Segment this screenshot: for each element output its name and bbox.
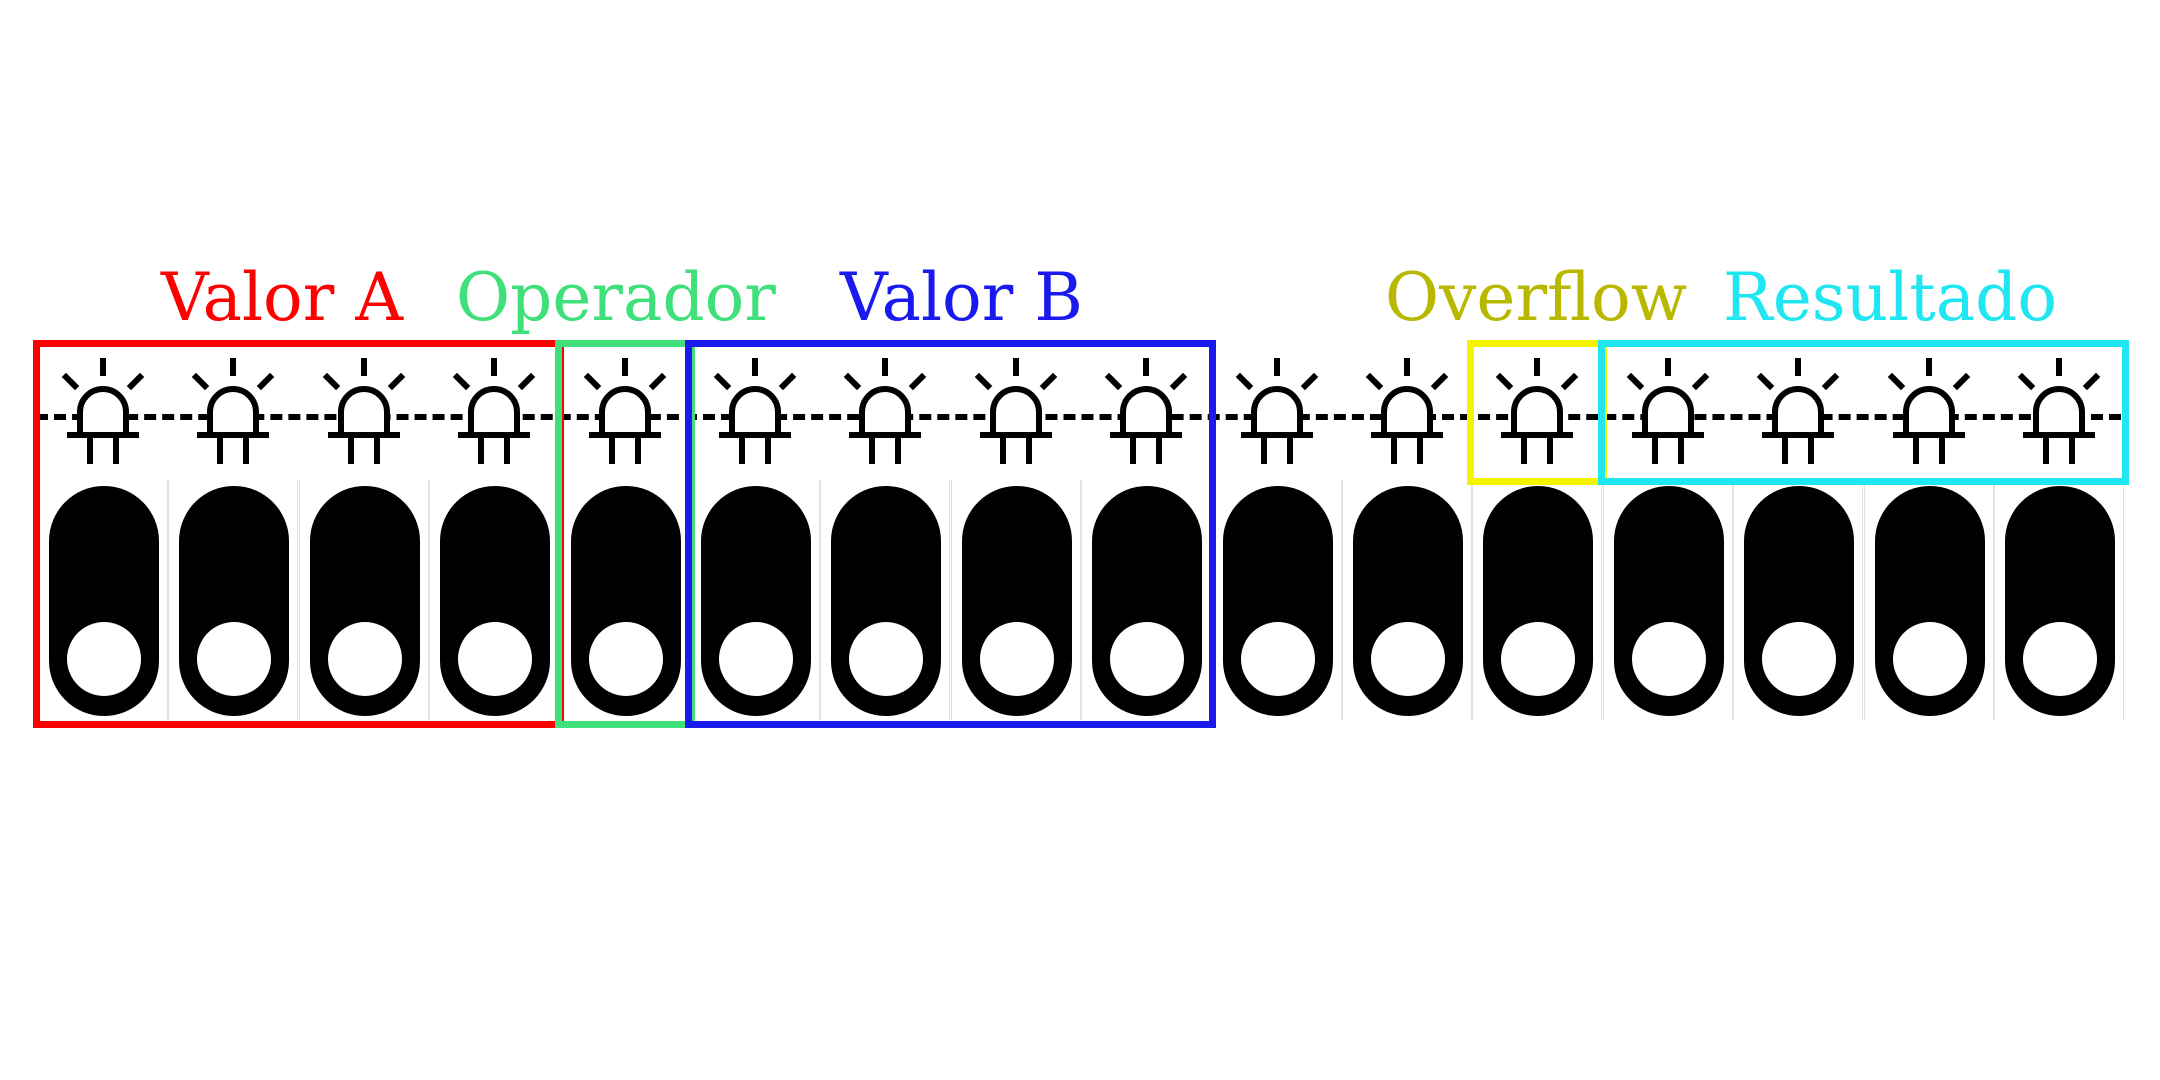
label-resultado: Resultado [1723, 259, 2058, 336]
switch-cell [820, 480, 950, 720]
toggle-switch[interactable] [1483, 486, 1593, 716]
group-box-valor-a [33, 340, 564, 728]
switch-cell [1342, 480, 1472, 720]
connection-dashed-line [36, 414, 2121, 420]
toggle-switch[interactable] [179, 486, 289, 716]
toggle-switch[interactable] [962, 486, 1072, 716]
toggle-switch[interactable] [1614, 486, 1724, 716]
switch-cell [429, 480, 559, 720]
group-box-overflow [1467, 340, 1607, 485]
led-icon [1342, 355, 1472, 485]
led-icon [1472, 355, 1602, 485]
toggle-switch[interactable] [49, 486, 159, 716]
led-icon [1994, 355, 2124, 485]
toggle-switch[interactable] [831, 486, 941, 716]
group-box-resultado [1598, 340, 2129, 485]
switch-cell [1733, 480, 1863, 720]
led-icon [38, 355, 168, 485]
led-icon [951, 355, 1081, 485]
switch-cell [1472, 480, 1602, 720]
switch-knob [1762, 622, 1836, 696]
switch-cell [299, 480, 429, 720]
toggle-switch[interactable] [1875, 486, 1985, 716]
switch-cell [168, 480, 298, 720]
switch-knob [1371, 622, 1445, 696]
toggle-switch[interactable] [1092, 486, 1202, 716]
led-icon [299, 355, 429, 485]
switch-knob [1893, 622, 1967, 696]
led-icon [1864, 355, 1994, 485]
led-icon [1212, 355, 1342, 485]
switch-cell [1864, 480, 1994, 720]
led-icon [560, 355, 690, 485]
switch-cell [1212, 480, 1342, 720]
switch-knob [719, 622, 793, 696]
switch-knob [1110, 622, 1184, 696]
switch-cell [1603, 480, 1733, 720]
switch-knob [458, 622, 532, 696]
led-icon [820, 355, 950, 485]
label-overflow: Overflow [1385, 259, 1688, 336]
led-icon [429, 355, 559, 485]
switch-knob [67, 622, 141, 696]
group-box-operador [555, 340, 695, 728]
toggle-switch[interactable] [1744, 486, 1854, 716]
switch-knob [1632, 622, 1706, 696]
led-icon [1081, 355, 1211, 485]
label-operador: Operador [456, 259, 776, 336]
switch-knob [1501, 622, 1575, 696]
led-icon [1603, 355, 1733, 485]
switch-cell [1994, 480, 2124, 720]
switch-cell [1081, 480, 1211, 720]
toggle-switch[interactable] [701, 486, 811, 716]
led-icon [168, 355, 298, 485]
label-valor-a: Valor A [161, 259, 403, 336]
toggle-switch[interactable] [310, 486, 420, 716]
led-icon [1733, 355, 1863, 485]
switch-cell [690, 480, 820, 720]
led-icon [690, 355, 820, 485]
switch-cell [951, 480, 1081, 720]
switch-knob [980, 622, 1054, 696]
toggle-switch[interactable] [1223, 486, 1333, 716]
toggle-switch[interactable] [440, 486, 550, 716]
switch-knob [849, 622, 923, 696]
group-box-valor-b [685, 340, 1216, 728]
switch-knob [589, 622, 663, 696]
switch-knob [197, 622, 271, 696]
switch-knob [2023, 622, 2097, 696]
toggle-switch[interactable] [1353, 486, 1463, 716]
label-valor-b: Valor B [840, 259, 1083, 336]
switch-cell [560, 480, 690, 720]
switch-knob [1241, 622, 1315, 696]
toggle-switch[interactable] [2005, 486, 2115, 716]
switch-knob [328, 622, 402, 696]
toggle-switch[interactable] [571, 486, 681, 716]
